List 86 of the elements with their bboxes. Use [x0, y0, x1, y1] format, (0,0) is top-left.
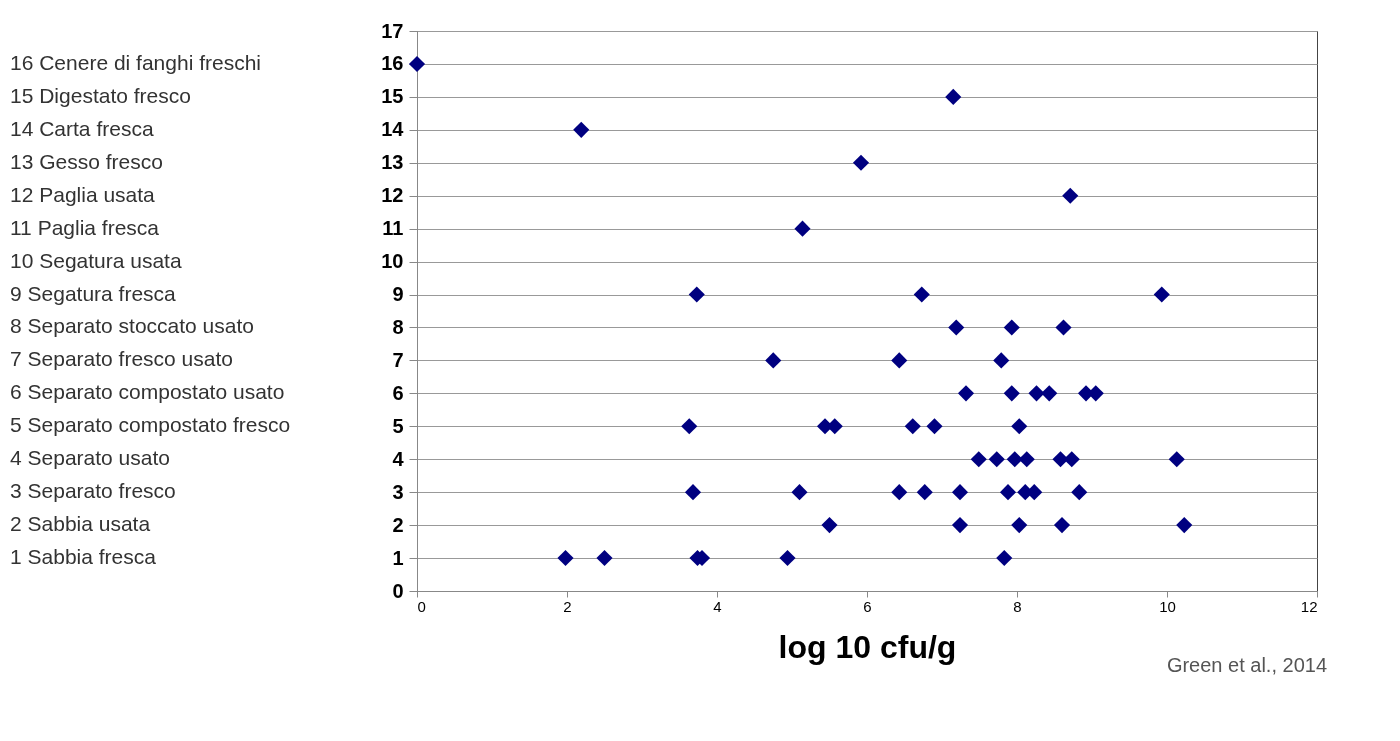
text: 14 Carta fresca	[10, 116, 154, 140]
y-tick-label: 15	[381, 85, 404, 108]
text: 6 Separato compostato usato	[10, 380, 285, 404]
point	[1011, 517, 1028, 534]
point	[408, 55, 426, 72]
point	[557, 550, 574, 567]
text: 1 Sabbia fresca	[10, 545, 157, 569]
point	[1003, 319, 1020, 336]
point	[999, 484, 1017, 501]
point	[1153, 286, 1170, 303]
y-tick-label: 2	[392, 513, 404, 536]
point	[765, 352, 782, 369]
point	[1071, 484, 1088, 501]
point	[913, 286, 930, 303]
text: 10 Segatura usata	[10, 248, 182, 272]
text: 8 Separato stoccato usato	[10, 314, 254, 338]
text: Green et al., 2014	[1166, 654, 1327, 676]
y-tick-label: 4	[392, 447, 405, 470]
y-tick-label: 7	[392, 348, 404, 371]
x-tick-label: 6	[863, 597, 872, 615]
point	[1053, 517, 1071, 534]
point	[1003, 385, 1020, 402]
point	[573, 121, 590, 138]
y-tick-label: 12	[381, 184, 404, 207]
point	[681, 418, 698, 435]
y-tick-label: 16	[381, 52, 404, 75]
y-tick-label: 17	[381, 19, 404, 42]
x-tick-label: 12	[1300, 597, 1318, 615]
point	[1006, 451, 1023, 468]
point	[684, 484, 702, 501]
point	[688, 286, 705, 303]
point	[926, 418, 943, 435]
point	[948, 319, 965, 336]
y-tick-label: 1	[392, 546, 404, 569]
y-tick-label: 9	[392, 283, 404, 306]
point	[970, 451, 987, 468]
point	[904, 418, 921, 435]
y-tick-label: 3	[392, 480, 404, 503]
point	[1176, 517, 1193, 534]
y-tick-label: 6	[392, 381, 404, 404]
point	[993, 352, 1010, 369]
point	[891, 484, 908, 501]
point	[1168, 451, 1185, 468]
text: 7 Separato fresco usato	[10, 347, 233, 371]
text: 12 Paglia usata	[10, 182, 156, 206]
point	[794, 220, 811, 237]
point	[1011, 418, 1028, 435]
point	[951, 484, 969, 501]
x-axis-title: log 10 cfu/g	[778, 628, 957, 665]
text: 15 Digestato fresco	[10, 83, 191, 107]
x-tick-label: 8	[1013, 597, 1022, 615]
y-tick-label: 11	[382, 217, 404, 240]
point	[779, 550, 796, 567]
y-tick-label: 13	[381, 151, 404, 174]
point	[1018, 451, 1035, 468]
point	[988, 451, 1005, 468]
text: 3 Separato fresco	[10, 479, 176, 503]
text: 5 Separato compostato fresco	[10, 413, 291, 437]
y-tick-label: 10	[381, 250, 404, 273]
point	[1028, 385, 1045, 402]
x-tick-label: 4	[713, 597, 722, 615]
point	[916, 484, 933, 501]
text: 11 Paglia fresca	[10, 215, 160, 239]
point	[852, 154, 870, 171]
point	[891, 352, 908, 369]
x-tick-label: 2	[563, 597, 572, 615]
point	[945, 88, 962, 105]
text: 4 Separato usato	[10, 446, 170, 470]
point	[957, 385, 975, 402]
y-tick-label: 8	[392, 315, 404, 338]
x-tick-label: 0	[417, 597, 426, 615]
text: 16 Cenere di fanghi freschi	[10, 50, 261, 74]
text: 2 Sabbia usata	[10, 512, 151, 536]
point	[596, 550, 613, 567]
text: 9 Segatura fresca	[10, 281, 177, 305]
y-tick-label: 5	[392, 414, 404, 437]
text: 13 Gesso fresco	[10, 149, 163, 173]
point	[1041, 385, 1058, 402]
point	[791, 484, 808, 501]
point	[951, 517, 969, 534]
point	[821, 517, 838, 534]
x-tick-label: 10	[1159, 597, 1176, 615]
point	[1062, 187, 1079, 204]
y-tick-label: 14	[381, 118, 405, 141]
point	[996, 550, 1013, 567]
point	[1055, 319, 1072, 336]
